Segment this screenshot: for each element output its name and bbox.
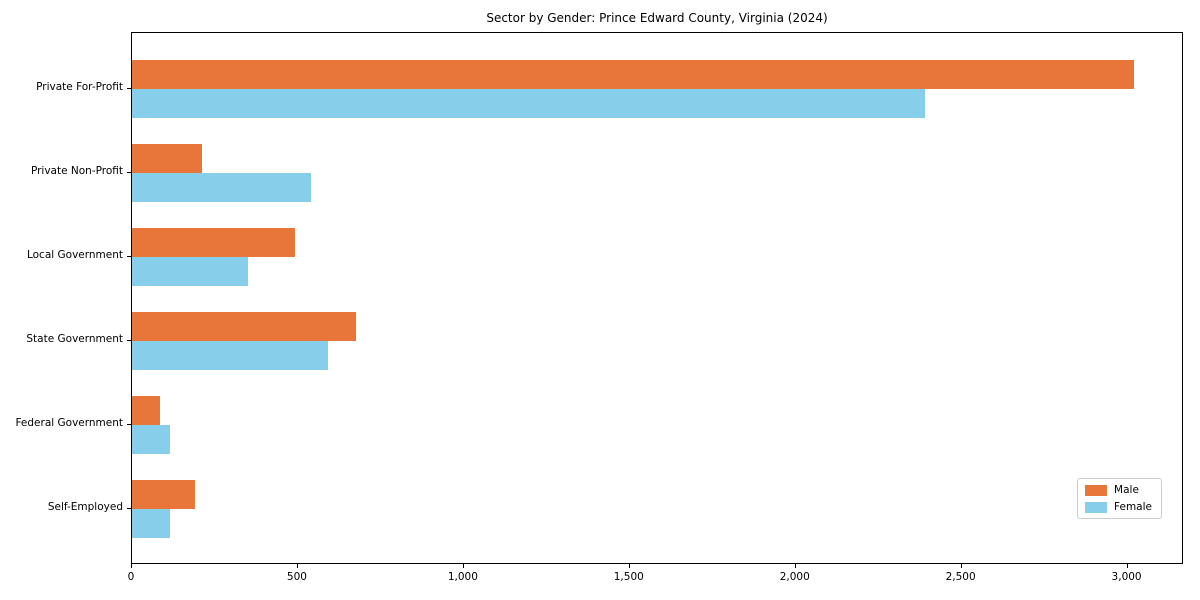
female-swatch-icon — [1085, 501, 1108, 513]
legend-label-male: Male — [1114, 484, 1139, 496]
x-tick — [794, 564, 796, 568]
category-label: Private For-Profit — [36, 81, 123, 93]
bar-female — [132, 425, 171, 454]
y-tick — [127, 508, 131, 509]
male-swatch-icon — [1085, 484, 1108, 496]
x-tick-label: 2,500 — [945, 571, 976, 583]
x-tick-label: 500 — [286, 571, 307, 583]
bar-male — [132, 228, 295, 257]
category-label: State Government — [26, 333, 123, 345]
x-tick — [628, 564, 630, 568]
y-tick — [127, 88, 131, 89]
x-tick — [462, 564, 464, 568]
x-tick — [960, 564, 962, 568]
x-tick — [1126, 564, 1128, 568]
bar-female — [132, 257, 249, 286]
x-tick-label: 3,000 — [1111, 571, 1142, 583]
y-tick — [127, 340, 131, 341]
bar-female — [132, 509, 171, 538]
x-tick — [296, 564, 298, 568]
y-tick — [127, 424, 131, 425]
bar-female — [132, 173, 312, 202]
category-label: Self-Employed — [47, 501, 123, 513]
bar-male — [132, 144, 202, 173]
bar-female — [132, 341, 328, 370]
legend-label-female: Female — [1114, 501, 1152, 513]
chart-title: Sector by Gender: Prince Edward County, … — [486, 11, 828, 25]
legend-item-male: Male — [1085, 484, 1152, 496]
x-tick-label: 1,000 — [447, 571, 478, 583]
x-tick-label: 1,500 — [613, 571, 644, 583]
y-tick — [127, 172, 131, 173]
y-tick — [127, 256, 131, 257]
bar-male — [132, 60, 1135, 89]
x-tick-label: 2,000 — [779, 571, 810, 583]
category-label: Private Non-Profit — [30, 165, 123, 177]
category-label: Local Government — [26, 249, 123, 261]
bar-male — [132, 312, 356, 341]
x-tick-label: 0 — [127, 571, 135, 583]
bar-male — [132, 396, 161, 425]
category-label: Federal Government — [15, 417, 123, 429]
legend: Male Female — [1077, 478, 1162, 519]
x-tick — [131, 564, 132, 568]
legend-item-female: Female — [1085, 501, 1152, 513]
bar-female — [132, 89, 926, 118]
bar-male — [132, 480, 196, 509]
plot-area: Male Female — [131, 32, 1183, 564]
